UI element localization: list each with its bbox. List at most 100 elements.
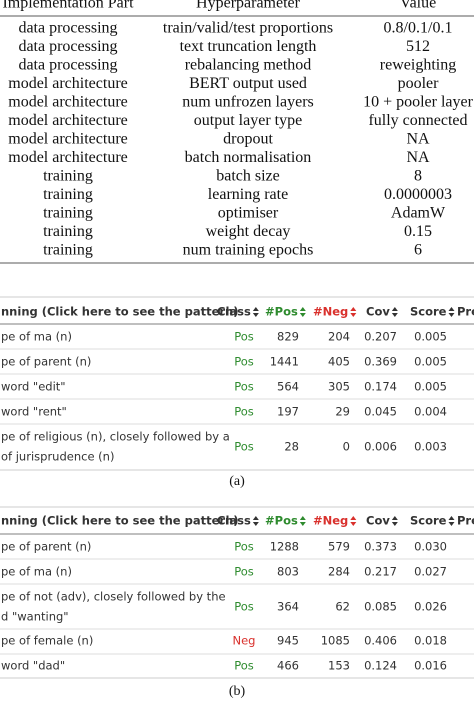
cell: train/valid/test proportions [163, 20, 333, 37]
class-label: Pos [234, 330, 254, 344]
coverage: 0.369 [364, 355, 397, 369]
pattern: pe of ma (n) [1, 330, 72, 344]
pos-count: 564 [277, 380, 299, 394]
pattern: word "edit" [1, 380, 66, 394]
column-header: Hyperparameter [196, 0, 301, 12]
class-label: Pos [234, 540, 254, 554]
cell: rebalancing method [185, 57, 312, 74]
sort-icon [448, 516, 455, 526]
cell: model architecture [8, 112, 128, 129]
neg-count: 62 [335, 600, 350, 614]
cell: model architecture [8, 131, 128, 148]
score: 0.005 [414, 330, 447, 344]
cell: training [43, 223, 93, 240]
sort-icon [391, 307, 398, 317]
neg-count: 153 [328, 659, 350, 673]
pattern: pe of not (adv), closely followed by the [1, 590, 226, 604]
neg-count: 305 [328, 380, 350, 394]
pattern: pe of ma (n) [1, 565, 72, 579]
neg-count: 29 [335, 405, 350, 419]
coverage: 0.406 [364, 634, 397, 648]
pattern: pe of parent (n) [1, 355, 91, 369]
cell: 8 [414, 168, 422, 185]
score: 0.003 [414, 440, 447, 454]
cell: NA [406, 131, 430, 148]
coverage: 0.045 [364, 405, 397, 419]
column-header: #Pos [265, 305, 298, 319]
coverage: 0.006 [364, 440, 397, 454]
score: 0.004 [414, 405, 447, 419]
class-label: Pos [234, 565, 254, 579]
neg-count: 1085 [321, 634, 350, 648]
cell: optimiser [218, 205, 279, 222]
table-box [0, 506, 474, 679]
sort-icon [252, 307, 259, 317]
cell: batch size [216, 168, 280, 185]
score: 0.005 [414, 380, 447, 394]
column-header: Value [400, 0, 436, 12]
column-header: #Pos [265, 514, 298, 528]
coverage: 0.085 [364, 600, 397, 614]
cell: training [43, 205, 93, 222]
cell: NA [406, 149, 430, 166]
cell: text truncation length [180, 38, 317, 55]
pattern: word "dad" [1, 659, 65, 673]
cell: dropout [223, 131, 273, 148]
cell: data processing [18, 20, 117, 37]
neg-count: 284 [328, 565, 350, 579]
pattern: word "rent" [1, 405, 67, 419]
column-header: Score [410, 305, 447, 319]
column-header: Implementation Part [2, 0, 134, 12]
score: 0.030 [414, 540, 447, 554]
cell: 0.0000003 [384, 186, 452, 203]
cell: weight decay [206, 223, 291, 240]
coverage: 0.174 [364, 380, 397, 394]
column-header: nning (Click here to see the pattern) [1, 514, 239, 528]
cell: training [43, 242, 93, 259]
pattern: pe of religious (n), closely followed by… [1, 430, 230, 444]
coverage: 0.124 [364, 659, 397, 673]
class-label: Pos [234, 380, 254, 394]
pos-count: 466 [277, 659, 299, 673]
column-header: #Neg [313, 514, 348, 528]
pattern: of jurisprudence (n) [1, 450, 114, 464]
cell: 0.15 [404, 223, 432, 240]
cell: 0.8/0.1/0.1 [384, 20, 453, 37]
cell: model architecture [8, 94, 128, 111]
score: 0.016 [414, 659, 447, 673]
score: 0.027 [414, 565, 447, 579]
class-label: Pos [234, 440, 254, 454]
cell: output layer type [194, 112, 302, 129]
column-header: nning (Click here to see the pattern) [1, 305, 239, 319]
column-header: Pre [457, 514, 474, 528]
pos-count: 364 [277, 600, 299, 614]
coverage: 0.207 [364, 330, 397, 344]
pattern: pe of female (n) [1, 634, 93, 648]
pos-count: 197 [277, 405, 299, 419]
class-label: Pos [234, 405, 254, 419]
cell: learning rate [208, 186, 288, 203]
neg-count: 579 [328, 540, 350, 554]
cell: num unfrozen layers [182, 94, 314, 111]
score: 0.026 [414, 600, 447, 614]
cell: fully connected [368, 112, 467, 129]
sort-icon [448, 307, 455, 317]
pos-count: 803 [277, 565, 299, 579]
pos-count: 28 [284, 440, 299, 454]
pattern: d "wanting" [1, 610, 69, 624]
cell: BERT output used [189, 75, 307, 92]
sort-icon [252, 516, 259, 526]
sort-icon [391, 516, 398, 526]
column-header: Class [217, 514, 251, 528]
cell: 10 + pooler layer [363, 94, 474, 111]
sort-icon [299, 307, 306, 317]
table-box [0, 296, 474, 471]
cell: data processing [18, 57, 117, 74]
cell: data processing [18, 38, 117, 55]
column-header: Pre [457, 305, 474, 319]
score: 0.005 [414, 355, 447, 369]
pos-count: 1441 [270, 355, 299, 369]
column-header: Score [410, 514, 447, 528]
column-header: Class [217, 305, 251, 319]
